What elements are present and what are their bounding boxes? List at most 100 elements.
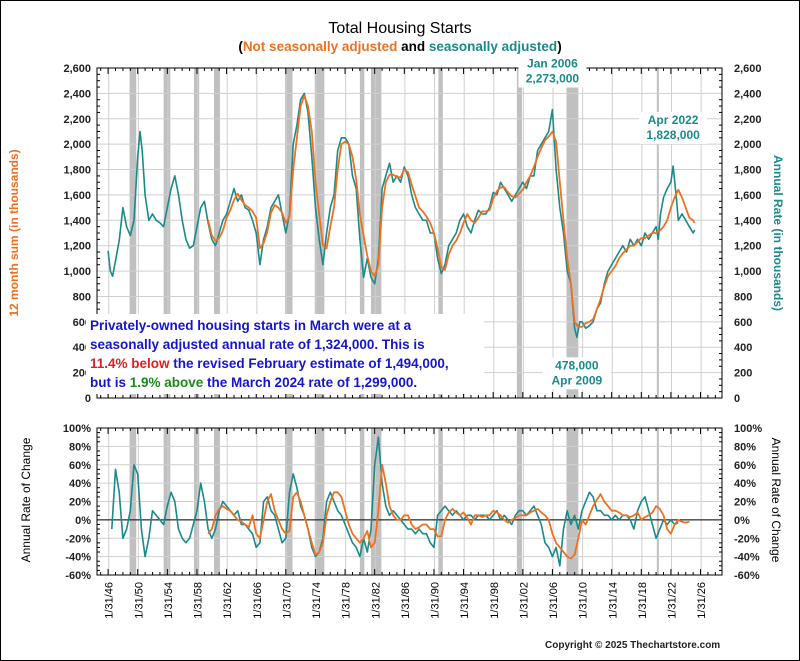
recession-band [285,68,293,398]
x-tick-label: 1/31/86 [400,582,412,619]
recession-band [214,68,220,398]
x-tick-label: 1/31/46 [104,582,116,619]
y-tick-label-right: 2,400 [734,88,762,100]
series-line-not-seasonally-adjusted [207,95,696,328]
x-tick-label: 1/31/70 [282,582,294,619]
x-tick-label: 1/31/50 [133,582,145,619]
subtitle-sa-label: seasonally adjusted [428,39,558,54]
summary-line-1: Privately-owned housing starts in March … [90,318,412,333]
copyright-notice: Copyright © 2025 Thechartstore.com [545,640,721,651]
y-tick-label-left: -20% [65,533,91,545]
y-tick-label-right: -20% [734,533,760,545]
y-tick-label-right: 2,600 [734,63,762,75]
chart-subtitle: (Not seasonally adjusted and seasonally … [0,39,800,54]
y-tick-label-left: 0 [85,393,91,405]
y-tick-label-left: 2,000 [63,139,91,151]
y-tick-label-right: 400 [734,342,752,354]
x-tick-label: 1/31/10 [578,582,590,619]
summary-decline: 11.4% below [90,356,170,371]
bottom-left-axis-title: Annual Rate of Change [19,437,33,562]
y-tick-label-left: 1,400 [63,215,91,227]
top-left-axis-title: 12 month sum (in thousands) [7,149,21,316]
recession-band [194,68,200,398]
chart-title: Total Housing Starts [328,20,472,37]
top-right-axis-title: Annual Rate (in thousands) [771,155,785,311]
x-tick-label: 1/31/98 [489,582,501,619]
annotation-background [542,357,611,390]
x-tick-label: 1/31/26 [696,582,708,619]
x-tick-label: 1/31/94 [459,582,471,619]
y-tick-label-left: 2,200 [63,114,91,126]
annotation-background [518,55,587,88]
x-tick-label: 1/31/82 [370,582,382,619]
x-tick-label: 1/31/06 [548,582,560,619]
summary-line-4-rest: the March 2024 rate of 1,299,000. [203,375,418,390]
y-tick-label-right: 1,000 [734,266,762,278]
summary-line-3-rest: the revised February estimate of 1,494,0… [169,356,449,371]
recession-band [314,68,325,398]
y-tick-label-left: 1,600 [63,190,91,202]
summary-line-2: seasonally adjusted annual rate of 1,324… [90,337,425,352]
y-tick-label-left: 1,800 [63,165,91,177]
annotation-label: Apr 2022 [648,113,699,127]
y-tick-label-left: 80% [69,441,91,453]
series-line-not-seasonally-adjusted [207,463,690,560]
y-tick-label-left: 100% [63,423,91,435]
x-tick-label: 1/31/74 [311,582,323,619]
y-tick-label-left: -60% [65,570,91,582]
subtitle-nsa-label: Not seasonally adjusted [242,39,398,54]
summary-line-4-start: but is [90,375,130,390]
y-tick-label-left: 2,600 [63,63,91,75]
recession-band [163,68,171,398]
y-tick-label-right: 2,200 [734,114,762,126]
annotation-value: Apr 2009 [552,373,603,387]
subtitle-open: ( [238,39,243,54]
y-tick-label-right: -60% [734,570,760,582]
y-tick-label-left: -40% [65,552,91,564]
x-tick-label: 1/31/14 [607,582,619,619]
x-tick-label: 1/31/02 [518,582,530,619]
subtitle-close: ) [557,39,562,54]
y-tick-label-right: 600 [734,317,752,329]
recession-band [438,68,443,398]
y-tick-label-right: 0 [734,393,740,405]
y-tick-label-left: 1,000 [63,266,91,278]
y-tick-label-right: 1,600 [734,190,762,202]
y-tick-label-left: 800 [73,291,91,303]
plot-frame [96,67,723,399]
annotation-label: 478,000 [555,358,599,372]
series-line-seasonally-adjusted [111,436,679,567]
x-tick-label: 1/31/78 [341,582,353,619]
x-tick-label: 1/31/22 [667,582,679,619]
annotation-value: 2,273,000 [526,72,580,86]
y-tick-label-left: 1,200 [63,241,91,253]
x-tick-label: 1/31/54 [163,582,175,619]
y-tick-label-left: 2,400 [63,88,91,100]
y-tick-label-right: 0% [734,515,750,527]
y-tick-label-right: 1,400 [734,215,762,227]
y-tick-label-right: 40% [734,478,756,490]
recession-band [516,68,523,398]
summary-line-3: 11.4% below the revised February estimat… [90,354,480,373]
recession-band [370,68,382,398]
x-tick-label: 1/31/58 [193,582,205,619]
y-tick-label-left: 0% [75,515,91,527]
y-tick-label-right: 100% [734,423,762,435]
y-tick-label-left: 60% [69,460,91,472]
recession-band [129,68,137,398]
y-tick-label-right: 200 [734,368,752,380]
x-axis-labels: 1/31/46 1/31/50 1/31/54 1/31/58 1/31/62 1/31/… [104,582,708,619]
summary-increase: 1.9% above [129,375,204,390]
x-tick-label: 1/31/18 [637,582,649,619]
y-tick-label-left: 20% [69,497,91,509]
y-tick-label-right: 800 [734,291,752,303]
bottom-right-axis-title: Annual Rate of Change [769,438,783,563]
plot-frame [96,427,723,576]
y-tick-label-right: 60% [734,460,756,472]
annotation-value: 1,828,000 [646,128,700,142]
y-tick-label-right: -40% [734,552,760,564]
summary-textbox: Privately-owned housing starts in March … [86,314,484,394]
y-tick-label-right: 80% [734,441,756,453]
y-tick-label-left: 40% [69,478,91,490]
y-tick-label-right: 1,800 [734,165,762,177]
